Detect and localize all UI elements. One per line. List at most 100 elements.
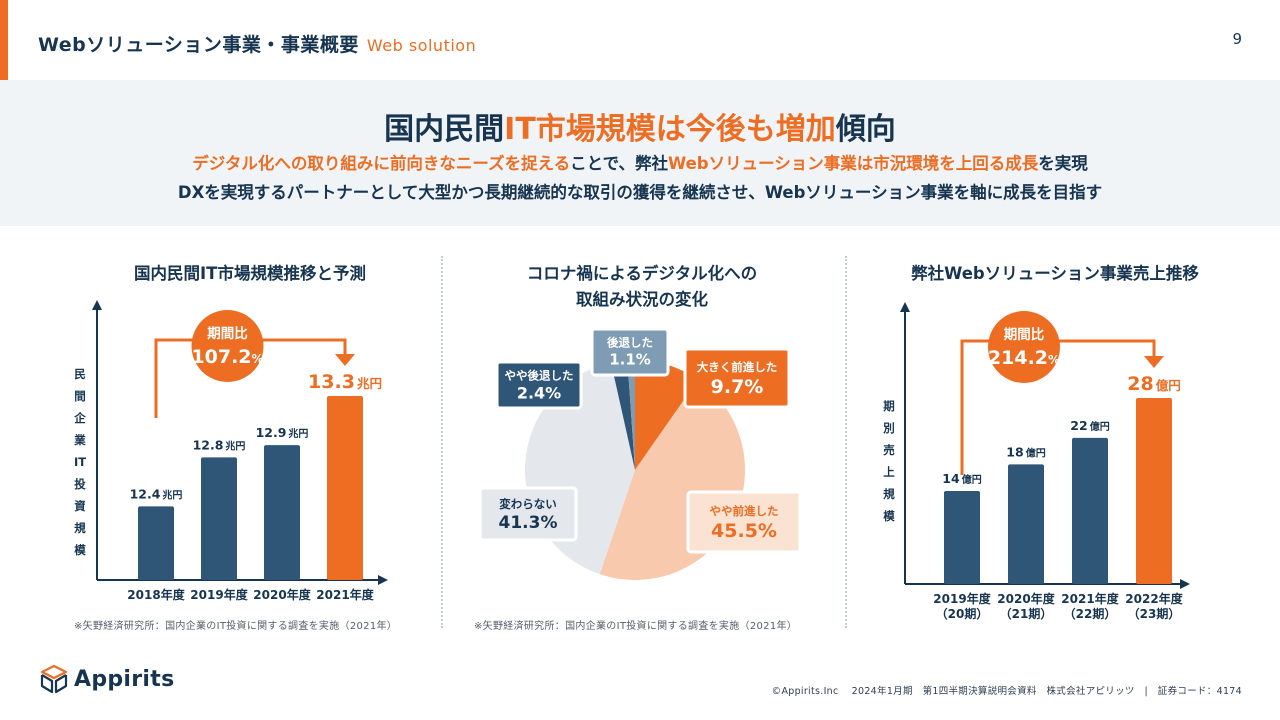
y-axis-arrow-icon [92, 300, 102, 310]
column-divider [845, 256, 847, 628]
growth-badge-value: 107.2% [191, 346, 263, 368]
bar-value-label: 13.3 兆円 [308, 371, 382, 393]
y-axis-label-char: 期 [883, 399, 895, 413]
bar [138, 506, 174, 580]
x-tick-label: 2022年度 [1125, 591, 1183, 606]
bar-value-label: 12.9 兆円 [256, 425, 309, 440]
banner-headline: 国内民間IT市場規模は今後も増加傾向 [0, 104, 1280, 148]
y-axis-label-char: IT [74, 455, 86, 469]
bar [1136, 398, 1172, 584]
banner-line-1: デジタル化への取り組みに前向きなニーズを捉えることで、弊社Webソリューション事… [0, 150, 1280, 174]
line1-part: を実現 [1038, 154, 1088, 173]
summary-banner [0, 80, 1280, 226]
headline-part: 傾向 [835, 112, 896, 147]
x-tick-label: 2019年度 [190, 587, 248, 602]
y-axis-label-char: 資 [74, 499, 86, 513]
bar [264, 445, 300, 580]
x-tick-sublabel: （23期） [1128, 606, 1181, 621]
chart2-title: コロナ禍によるデジタル化への 取組み状況の変化 [442, 261, 842, 313]
pie-slice [627, 360, 635, 470]
y-axis-label-char: 投 [74, 477, 86, 491]
pie-slice-value: 9.7% [711, 376, 764, 398]
down-arrow-icon [1144, 356, 1164, 368]
bar-value-label: 14 億円 [942, 471, 981, 486]
bar-value-label: 28 億円 [1127, 373, 1180, 395]
pie-slice-label: やや前進した [710, 504, 779, 518]
bar [201, 457, 237, 580]
pie-slice-label: 大きく前進した [697, 360, 778, 374]
y-axis-label-char: 別 [882, 421, 895, 435]
logo-text: Appirits [74, 666, 175, 692]
pie-slice-value: 2.4% [517, 383, 561, 402]
company-logo: Appirits [40, 664, 174, 694]
bar-value-label: 12.8 兆円 [193, 437, 246, 452]
column-divider [441, 256, 443, 628]
growth-badge [988, 311, 1060, 383]
pie-slice-value: 41.3% [499, 513, 558, 533]
growth-badge-value: 214.2% [988, 347, 1060, 369]
bar-value-label: 12.4 兆円 [130, 486, 183, 501]
pie-label-box [590, 327, 670, 377]
x-tick-sublabel: （22期） [1064, 606, 1117, 621]
y-axis-label-char: 規 [883, 487, 895, 501]
y-axis-label-char: 業 [73, 433, 86, 447]
x-tick-label: 2018年度 [127, 587, 185, 602]
bar [1008, 464, 1044, 584]
chart2-digitalization-pie-chart: 大きく前進した 9.7% やや前進した 45.5% 変わらない 41.3% やや後退した2.… [478, 327, 802, 580]
growth-badge [191, 310, 264, 382]
y-axis-label-char: 上 [883, 465, 895, 479]
pie-slice [635, 360, 698, 470]
pie-slice-label: やや後退した [505, 368, 574, 382]
bar [327, 396, 363, 580]
chart1-footnote: ※矢野経済研究所：国内企業のIT投資に関する調査を実施（2021年） [74, 621, 398, 632]
page-title-text: Webソリューション事業・事業概要 [38, 34, 359, 56]
bar [944, 491, 980, 584]
x-tick-label: 2020年度 [253, 587, 311, 602]
pie-label-box [495, 360, 583, 410]
growth-badge-label: 期間比 [1004, 326, 1045, 343]
chart2-footnote: ※矢野経済研究所：国内企業のIT投資に関する調査を実施（2021年） [474, 621, 798, 632]
pie-slice-label: 後退した [607, 335, 653, 349]
y-axis-label-char: 民 [74, 367, 86, 381]
y-axis-arrow-icon [900, 302, 910, 312]
cube-logo-icon [40, 664, 68, 694]
line1-part: ことで、弊社 [570, 154, 668, 173]
pie-slice [611, 360, 635, 470]
bar-value-label: 22 億円 [1070, 418, 1109, 433]
x-axis-arrow-icon [1180, 579, 1190, 589]
page-subtitle: Web solution [366, 36, 477, 55]
pie-slice-label: 変わらない [499, 497, 557, 511]
footer-info: ©Appirits.Inc 2024年1月期 第1四半期決算説明会資料 株式会社… [771, 686, 1242, 697]
x-tick-label: 2021年度 [1061, 591, 1119, 606]
x-tick-sublabel: （20期） [936, 606, 989, 621]
pie-slice-value: 45.5% [711, 520, 777, 542]
bar [1072, 437, 1108, 584]
down-arrow-icon [335, 354, 355, 366]
page-number: 9 [1232, 30, 1242, 48]
header-accent-bar [0, 0, 8, 80]
y-axis-label-char: 売 [883, 443, 895, 457]
chart1-title: 国内民間IT市場規模推移と予測 [134, 264, 366, 283]
pie-slice-value: 1.1% [609, 350, 651, 368]
y-axis-label-char: 模 [883, 509, 895, 523]
chart2-title-line: コロナ禍によるデジタル化への [526, 264, 758, 283]
x-tick-sublabel: （21期） [1000, 606, 1053, 621]
line1-highlight: Webソリューション事業は市況環境を上回る成長 [667, 154, 1039, 173]
bar-value-label: 18 億円 [1006, 444, 1045, 459]
headline-highlight: IT市場規模は今後も増加 [504, 112, 836, 147]
line1-highlight: デジタル化への取り組みに前向きなニーズを捉える [192, 154, 571, 173]
y-axis-label-char: 規 [74, 521, 86, 535]
chart3-title: 弊社Webソリューション事業売上推移 [911, 264, 1199, 283]
pie-label-box [686, 490, 802, 554]
chart2-title-line: 取組み状況の変化 [576, 290, 708, 309]
page-title: Webソリューション事業・事業概要 Web solution [38, 30, 476, 57]
y-axis-label-char: 企 [73, 411, 86, 425]
headline-part: 国内民間 [384, 112, 505, 147]
x-axis-arrow-icon [378, 575, 388, 585]
x-tick-label: 2019年度 [933, 591, 991, 606]
banner-line-2: DXを実現するパートナーとして大型かつ長期継続的な取引の獲得を継続させ、Webソ… [177, 183, 1103, 202]
pie-label-box [683, 347, 791, 409]
x-tick-label: 2021年度 [316, 587, 374, 602]
